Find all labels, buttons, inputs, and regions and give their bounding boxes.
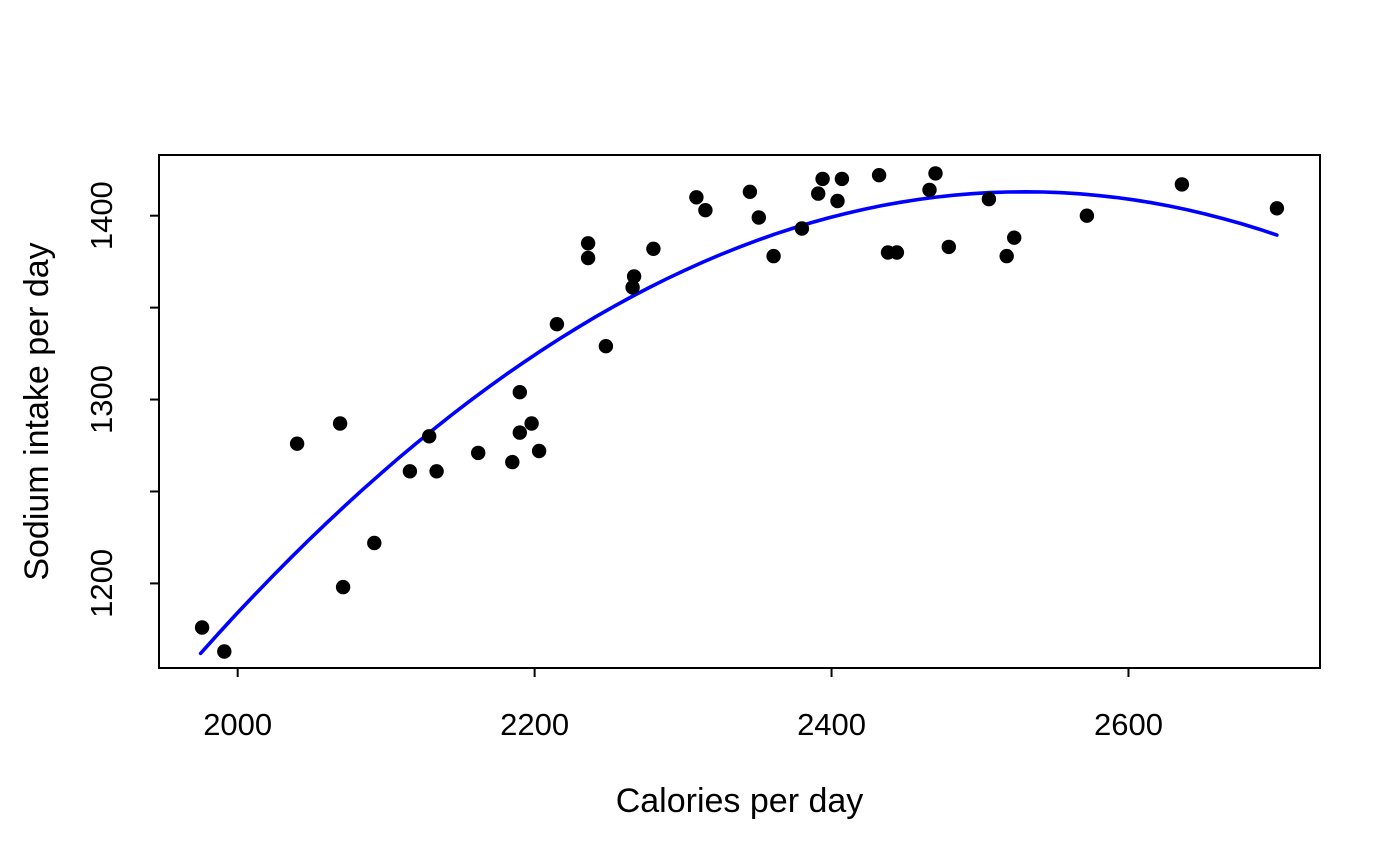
plot-area-border xyxy=(158,154,1321,669)
y-axis-tick-label: 1200 xyxy=(84,549,119,618)
x-axis-tick-label: 2600 xyxy=(1094,707,1163,742)
data-point xyxy=(928,166,943,181)
x-axis-tick-label: 2000 xyxy=(203,707,272,742)
data-point xyxy=(922,182,937,198)
x-axis-title: Calories per day xyxy=(616,782,864,820)
axis-tick-labels: 2000 2200 2400 2600 1200 1300 1400 xyxy=(84,181,1163,742)
data-point xyxy=(194,620,210,635)
data-point xyxy=(367,535,382,551)
data-point xyxy=(830,193,845,209)
data-point xyxy=(1007,230,1022,245)
data-point xyxy=(999,248,1014,264)
y-axis-tick-label: 1300 xyxy=(84,365,119,434)
data-point xyxy=(625,280,640,295)
data-point xyxy=(402,464,418,479)
data-point xyxy=(1269,201,1285,216)
data-points xyxy=(194,166,1285,659)
data-point xyxy=(751,210,766,225)
data-point xyxy=(217,644,232,659)
x-axis-tick-label: 2200 xyxy=(500,707,569,742)
data-point xyxy=(981,191,997,207)
data-point xyxy=(471,445,486,461)
data-point xyxy=(580,250,596,266)
data-point xyxy=(531,443,547,459)
data-point xyxy=(834,171,850,187)
data-point xyxy=(505,454,520,470)
data-point xyxy=(1174,177,1190,192)
data-point xyxy=(524,416,539,431)
data-point xyxy=(429,464,444,479)
data-point xyxy=(766,248,781,264)
data-point xyxy=(794,221,810,236)
data-point xyxy=(512,425,527,440)
data-point xyxy=(742,184,758,199)
data-point xyxy=(289,436,305,451)
data-point xyxy=(580,236,596,251)
data-point xyxy=(1079,208,1095,223)
y-axis-title: Sodium intake per day xyxy=(18,242,56,580)
axis-ticks xyxy=(150,214,1130,677)
data-point xyxy=(335,579,351,595)
data-point xyxy=(698,203,713,218)
data-point xyxy=(598,339,614,354)
data-point xyxy=(889,245,905,260)
data-point xyxy=(646,241,661,256)
data-point xyxy=(332,416,348,431)
y-axis-tick-label: 1400 xyxy=(84,181,119,250)
data-point xyxy=(549,317,565,332)
data-point xyxy=(422,429,437,444)
data-point xyxy=(871,168,887,183)
data-point xyxy=(689,190,704,205)
data-point xyxy=(811,186,826,201)
data-point xyxy=(815,171,830,187)
data-point xyxy=(626,269,642,284)
trend-line xyxy=(198,189,1279,656)
x-axis-tick-label: 2400 xyxy=(797,707,866,742)
data-point xyxy=(941,239,956,255)
data-point xyxy=(512,385,527,400)
